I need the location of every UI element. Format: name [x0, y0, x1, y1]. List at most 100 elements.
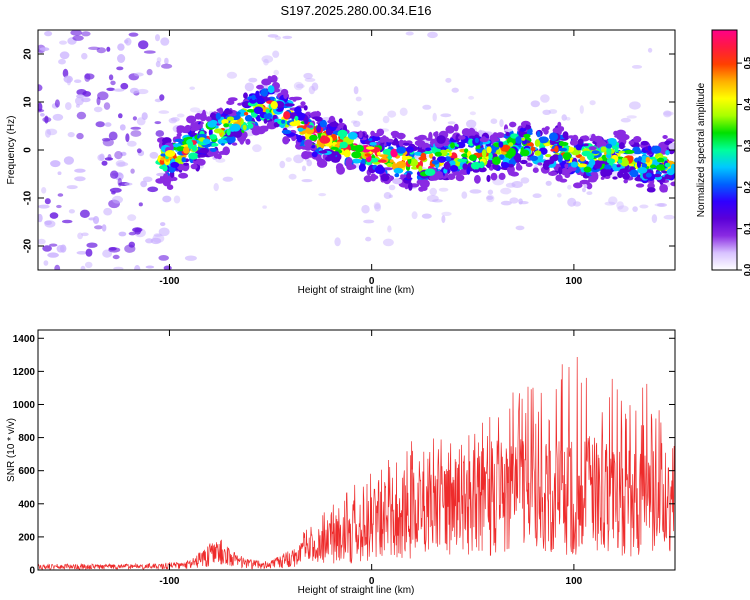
spectrogram-blob	[474, 137, 479, 143]
spectrogram-blob	[663, 111, 674, 116]
spectrogram-blob	[604, 201, 616, 206]
spectrogram-blob	[161, 178, 171, 182]
spectrogram-blob	[569, 139, 579, 146]
spectrogram-blob	[263, 118, 268, 124]
spectrogram-blob	[134, 72, 144, 77]
spectrogram-blob	[215, 112, 221, 120]
spectrogram-blob	[619, 168, 630, 174]
spectrogram-blob	[124, 182, 133, 186]
spectrogram-blob	[281, 129, 292, 134]
spectrogram-blob	[438, 187, 449, 192]
spectrogram-blob	[158, 110, 170, 114]
spectrogram-blob	[498, 172, 506, 180]
spectrogram-blob	[108, 131, 118, 141]
spectrogram-blob	[183, 146, 190, 154]
spectrogram-blob	[461, 191, 468, 199]
spectrogram-blob	[651, 145, 662, 154]
spectrogram-blob	[103, 102, 111, 110]
spectrogram-blob	[646, 187, 656, 193]
spectrogram-blob	[101, 160, 108, 166]
spectrogram-blob	[245, 138, 251, 145]
spectrogram-blob	[600, 176, 605, 180]
spectrogram-blob	[545, 154, 552, 158]
spectrogram-blob	[184, 255, 197, 261]
spectrogram-blob	[47, 252, 59, 258]
spectrogram-blob	[670, 181, 675, 187]
spectrogram-blob	[337, 129, 348, 138]
spectrogram-blob	[293, 154, 304, 164]
spectrogram-blob	[441, 215, 446, 224]
spectrogram-blob	[651, 214, 658, 224]
spectrogram-blob	[645, 156, 651, 163]
spectrogram-blob	[265, 108, 270, 114]
spectrogram-blob	[301, 179, 313, 183]
spectrogram-blob	[387, 225, 392, 233]
spectrogram-blob	[85, 248, 93, 257]
spectrogram-blob	[353, 86, 359, 95]
spectrogram-blob	[49, 212, 59, 219]
spectrogram-blob	[149, 151, 159, 159]
colorbar-scale	[711, 29, 738, 271]
spectrogram-blob	[59, 40, 67, 45]
spectrogram-blob	[311, 151, 318, 158]
spectrogram-blob	[165, 150, 176, 157]
spectrogram-blob	[453, 123, 459, 132]
spectrogram-blob	[443, 161, 451, 170]
spectrogram-blob	[333, 151, 339, 156]
spectrogram-blob	[511, 181, 523, 188]
spectrogram-blob	[639, 204, 649, 209]
spectrogram-blob	[354, 144, 364, 153]
spectrogram-blob	[244, 112, 249, 116]
spectrogram-blob	[612, 163, 617, 171]
spectrogram-blob	[311, 144, 316, 149]
spectrogram-blob	[650, 164, 656, 169]
spectrogram-blob	[372, 132, 382, 137]
spectrogram-blob	[565, 173, 571, 177]
spectrogram-blob	[515, 153, 522, 163]
spectrogram-blob	[104, 122, 112, 127]
spectrogram-blob	[486, 146, 492, 154]
y-tick-label: 400	[18, 499, 35, 510]
spectrogram-blob	[38, 84, 43, 92]
spectrogram-blob	[262, 205, 267, 209]
spectrogram-blob	[282, 35, 293, 40]
spectrogram-blob	[150, 237, 162, 245]
colorbar-tick-label: 0.5	[742, 57, 750, 70]
spectrogram-blob	[160, 37, 170, 46]
spectrogram-blob	[419, 149, 426, 153]
spectrogram-blob	[387, 110, 397, 118]
spectrogram-blob	[382, 135, 387, 141]
spectrogram-blob	[632, 206, 638, 213]
spectrogram-blob	[612, 176, 618, 180]
spectrogram-blob	[255, 90, 260, 99]
spectrogram-blob	[365, 161, 372, 166]
spectrogram-blob	[640, 140, 649, 146]
spectrogram-blob	[223, 109, 233, 115]
y-tick-label: 0	[23, 147, 34, 153]
spectrogram-blob	[267, 34, 279, 38]
spectrogram-blob	[521, 137, 526, 141]
spectrogram-blob	[145, 265, 155, 269]
spectrogram-blob	[432, 199, 443, 203]
spectrogram-blob	[424, 168, 436, 176]
spectrogram-blob	[244, 114, 253, 122]
spectrogram-blob	[102, 138, 114, 147]
spectrogram-blob	[628, 140, 635, 145]
spectrogram-blob	[141, 112, 148, 120]
spectrogram-blob	[288, 96, 297, 101]
spectrogram-blob	[472, 169, 480, 173]
spectrogram-blob	[57, 171, 62, 175]
spectrogram-blob	[38, 204, 50, 209]
spectrogram-blob	[501, 162, 510, 169]
spectrogram-blob	[205, 116, 212, 122]
spectrogram-blob	[544, 143, 550, 147]
spectrogram-blob	[466, 119, 477, 129]
spectrogram-blob	[469, 189, 482, 194]
spectrogram-blob	[74, 79, 82, 83]
spectrogram-blob	[45, 128, 51, 138]
spectrogram-blob	[304, 151, 313, 158]
spectrogram-blob	[478, 166, 487, 173]
spectrogram-blob	[143, 50, 156, 54]
spectrogram-blob	[97, 154, 105, 162]
spectrogram-blob	[370, 135, 381, 142]
